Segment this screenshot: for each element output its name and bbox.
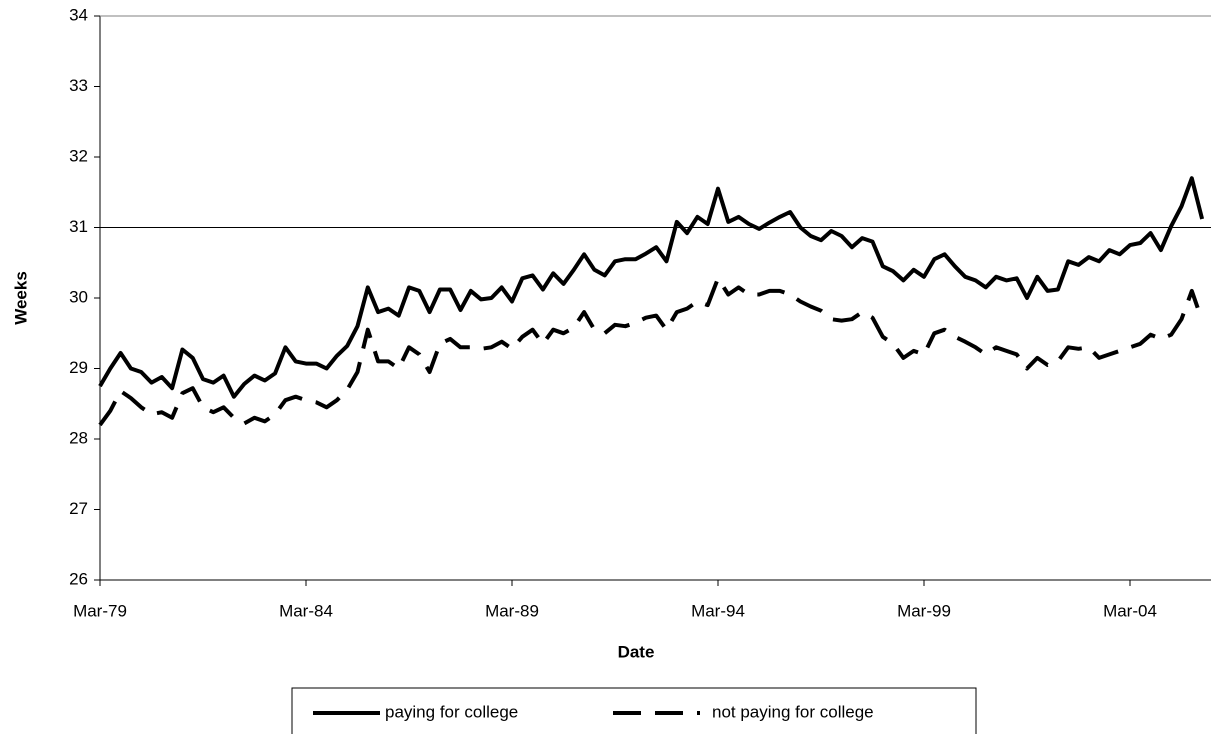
y-tick-label: 32 xyxy=(69,146,88,165)
y-tick-label: 30 xyxy=(69,287,88,306)
y-axis-title: Weeks xyxy=(11,271,30,325)
x-tick-label: Mar-99 xyxy=(897,601,951,620)
y-tick-label: 29 xyxy=(69,358,88,377)
x-axis-title: Date xyxy=(618,642,655,661)
y-tick-label: 26 xyxy=(69,569,88,588)
legend-label: not paying for college xyxy=(712,702,874,721)
x-tick-label: Mar-84 xyxy=(279,601,333,620)
y-tick-label: 27 xyxy=(69,499,88,518)
x-tick-label: Mar-04 xyxy=(1103,601,1157,620)
y-tick-label: 33 xyxy=(69,76,88,95)
x-tick-label: Mar-94 xyxy=(691,601,745,620)
y-tick-label: 34 xyxy=(69,5,88,24)
y-tick-label: 28 xyxy=(69,428,88,447)
legend-label: paying for college xyxy=(385,702,518,721)
series-line xyxy=(98,176,1205,399)
x-tick-label: Mar-89 xyxy=(485,601,539,620)
x-tick-label: Mar-79 xyxy=(73,601,127,620)
series-line xyxy=(98,276,1204,427)
y-tick-label: 31 xyxy=(69,217,88,236)
